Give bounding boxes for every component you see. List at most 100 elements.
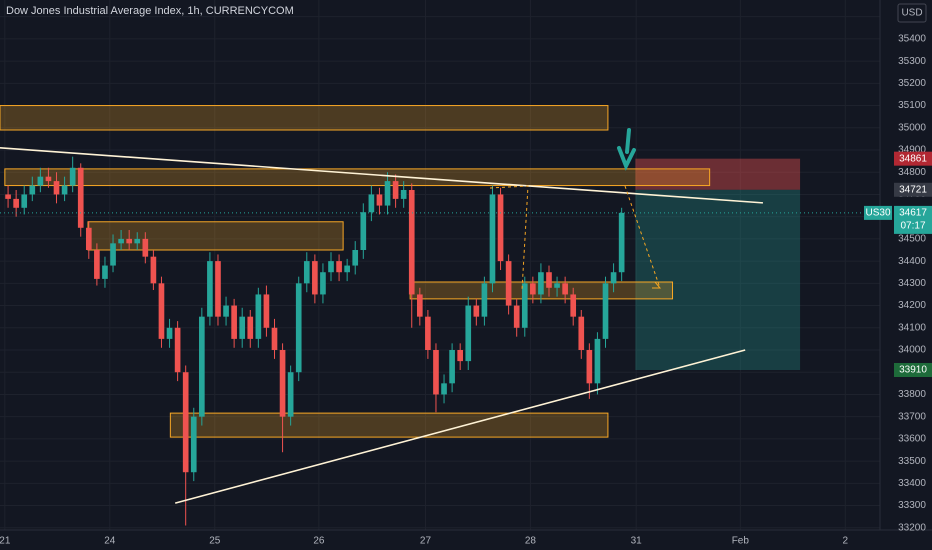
target-zone: [635, 189, 801, 370]
candle-body: [207, 261, 213, 317]
candle-body: [376, 194, 383, 206]
y-tick-label: 33200: [898, 522, 926, 533]
candle-body: [231, 305, 237, 339]
zone: [169, 412, 609, 438]
candle-body: [400, 190, 407, 199]
chart-title: Dow Jones Industrial Average Index, 1h, …: [6, 5, 294, 17]
candle-body: [594, 338, 601, 384]
candle-body: [29, 185, 36, 195]
price-label-box: [894, 363, 932, 377]
candle-body: [21, 194, 28, 208]
arrow-icon: [617, 128, 636, 171]
currency: USD: [901, 8, 922, 19]
x-tick-label: Feb: [732, 536, 750, 547]
candle-body: [457, 350, 464, 362]
candle-body: [150, 256, 157, 284]
y-tick-label: 33600: [898, 434, 926, 445]
candle-body: [497, 194, 504, 262]
y-tick-label: 34200: [898, 300, 926, 311]
projection-path: [489, 185, 529, 291]
y-tick-label: 35100: [898, 100, 926, 111]
candle-body: [263, 294, 270, 328]
candle-body: [360, 212, 367, 250]
candle-body: [223, 305, 229, 317]
y-tick-label: 34100: [898, 322, 926, 333]
symbol-label: US30: [865, 208, 890, 219]
candle-body: [45, 176, 52, 182]
x-tick-label: 28: [525, 536, 537, 547]
price-label: 34861: [899, 153, 927, 164]
candle-body: [618, 212, 625, 273]
x-tick-label: 2: [843, 536, 849, 547]
candle-body: [53, 181, 60, 195]
x-tick-label: 27: [420, 536, 432, 547]
candle-body: [94, 250, 100, 279]
y-tick-label: 35300: [898, 56, 926, 67]
candle-body: [118, 238, 124, 244]
y-tick-label: 33700: [898, 411, 926, 422]
y-tick-label: 35400: [898, 34, 926, 45]
candle-body: [247, 316, 254, 339]
candle-body: [199, 316, 205, 417]
candle-body: [586, 350, 593, 384]
candle-body: [489, 194, 496, 284]
y-tick-label: 34500: [898, 234, 926, 245]
candle-body: [562, 283, 568, 295]
candle-body: [465, 305, 472, 362]
candle-body: [295, 283, 302, 373]
candle-body: [85, 227, 92, 250]
last-price-box: [894, 205, 932, 234]
candle-body: [425, 316, 431, 350]
last-price: 34617: [899, 208, 927, 219]
x-tick-label: 26: [313, 536, 325, 547]
y-tick-label: 35200: [898, 78, 926, 89]
candle-body: [530, 283, 536, 295]
candle-body: [158, 283, 165, 339]
price-axis: [880, 0, 932, 550]
y-tick-label: 34300: [898, 278, 926, 289]
candle-body: [408, 190, 415, 295]
candle-body: [344, 265, 350, 273]
y-tick-label: 33300: [898, 500, 926, 511]
y-tick-label: 34400: [898, 256, 926, 267]
y-tick-label: 35000: [898, 122, 926, 133]
currency-box: [897, 3, 927, 23]
candle-body: [142, 238, 149, 257]
price-label-box: [894, 182, 932, 197]
candle-body: [239, 316, 246, 339]
candle-body: [215, 261, 221, 317]
candle-body: [602, 283, 609, 339]
trendline: [0, 146, 763, 204]
candle-body: [336, 261, 342, 273]
candle-body: [578, 316, 585, 350]
candle-body: [352, 250, 359, 266]
symbol-label-box: [864, 205, 892, 220]
candle-body: [554, 283, 560, 288]
candle-body: [449, 350, 455, 384]
candle-body: [392, 181, 399, 199]
candle-body: [312, 261, 318, 295]
candle-body: [505, 261, 512, 306]
candle-body: [166, 327, 173, 339]
y-tick-label: 34900: [898, 145, 926, 156]
x-tick-label: 24: [104, 536, 116, 547]
grid: [0, 0, 880, 530]
candle-body: [126, 238, 132, 244]
x-tick-label: 21: [0, 536, 11, 547]
y-tick-label: 33800: [898, 389, 926, 400]
candle-body: [546, 272, 552, 288]
candle-body: [513, 305, 520, 328]
candle-body: [473, 305, 480, 317]
candle-body: [5, 194, 11, 199]
candle-body: [481, 283, 488, 317]
candle-body: [570, 294, 577, 317]
zone: [4, 168, 711, 187]
zone: [0, 105, 609, 131]
candle-body: [110, 243, 116, 266]
candle-body: [279, 350, 286, 417]
y-tick-label: 33500: [898, 456, 926, 467]
y-tick-label: 34000: [898, 345, 926, 356]
candle-body: [303, 261, 310, 284]
candle-body: [190, 416, 197, 473]
